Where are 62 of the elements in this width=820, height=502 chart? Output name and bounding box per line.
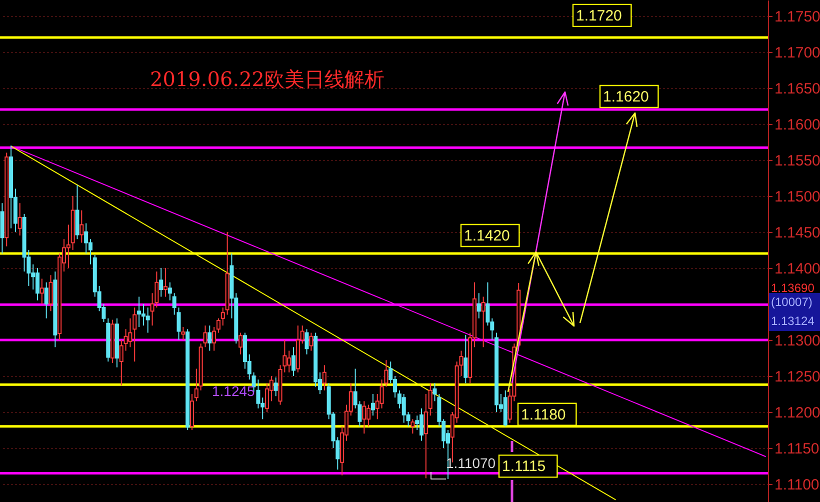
candlestick <box>304 328 309 355</box>
candlestick <box>176 307 181 340</box>
annotation: 1.1245 <box>212 383 256 399</box>
y-tick-label: 1.1400 <box>774 260 820 278</box>
ref-line-label: 1.1180 <box>521 406 566 424</box>
candlestick <box>410 418 415 434</box>
ref-line-label: 1.1620 <box>603 88 649 106</box>
y-tick-label: 1.1550 <box>774 152 820 170</box>
candlestick <box>212 326 216 352</box>
text: 1.13124 <box>771 314 815 328</box>
candlestick <box>137 296 142 328</box>
candlestick <box>486 282 490 326</box>
candlestick <box>208 325 212 352</box>
candlestick <box>132 307 137 362</box>
y-tick-label: 1.1100 <box>774 476 820 494</box>
candlestick <box>18 202 22 236</box>
text: 1.13690 <box>771 281 815 295</box>
candlestick <box>265 382 270 412</box>
y-tick-label: 1.1150 <box>774 440 820 458</box>
y-tick-label: 1.1200 <box>774 404 820 422</box>
ref-line-label: 1.1720 <box>576 7 622 24</box>
candlestick <box>66 224 70 268</box>
ref-line-label: 1.1115 <box>502 458 546 476</box>
y-tick-label: 1.1450 <box>774 224 820 242</box>
y-tick-label: 1.1750 <box>774 8 820 26</box>
candlestick <box>40 278 44 304</box>
candlestick <box>181 326 186 340</box>
candlestick <box>216 318 220 334</box>
candlestick <box>159 267 164 298</box>
y-tick-label: 1.1500 <box>774 188 820 206</box>
candlestick <box>309 332 314 352</box>
candlestick <box>481 296 486 348</box>
text: (10007) <box>771 295 812 309</box>
candlestick <box>44 282 48 319</box>
candlestick <box>274 376 278 397</box>
candlestick <box>48 274 53 312</box>
y-tick-label: 1.1650 <box>774 80 820 98</box>
candlestick <box>146 307 150 334</box>
candlestick <box>168 282 172 301</box>
candlestick <box>172 292 176 316</box>
ref-line-label: 1.1420 <box>464 228 510 245</box>
candlestick <box>476 292 481 319</box>
candlestick <box>220 307 225 326</box>
candlestick <box>322 364 326 391</box>
candlestick <box>128 318 132 348</box>
y-tick-label: 1.1300 <box>774 332 820 350</box>
candlestick <box>119 339 124 386</box>
candlestick <box>164 267 168 298</box>
y-tick-label: 1.1700 <box>774 44 820 62</box>
candlestick <box>370 393 375 416</box>
candlestick <box>424 393 428 479</box>
y-tick-label: 1.1600 <box>774 116 820 134</box>
candlestick <box>362 400 366 434</box>
candlestick <box>292 346 296 376</box>
candlestick <box>464 334 468 384</box>
candlestick <box>428 382 432 416</box>
y-tick-label: 1.1250 <box>774 368 820 386</box>
candlestick <box>84 222 88 254</box>
candlestick <box>238 332 243 355</box>
candlestick <box>80 210 84 244</box>
candlestick <box>194 368 198 402</box>
text: 2019.06.22欧美日线解析 <box>150 67 385 91</box>
